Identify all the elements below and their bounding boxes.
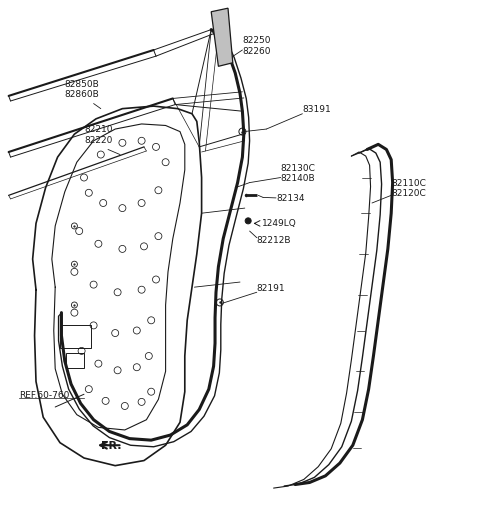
Text: REF.60-760: REF.60-760 (19, 390, 70, 399)
Circle shape (245, 218, 251, 224)
Text: 82210
82220: 82210 82220 (84, 125, 112, 145)
Text: 82850B
82860B: 82850B 82860B (65, 79, 99, 99)
Text: 83191: 83191 (302, 105, 331, 114)
Polygon shape (211, 9, 233, 67)
Text: FR.: FR. (101, 440, 121, 450)
Text: 82130C
82140B: 82130C 82140B (281, 163, 316, 183)
Text: 82212B: 82212B (257, 236, 291, 245)
Text: 82250
82260: 82250 82260 (242, 36, 271, 55)
Bar (66, 354, 84, 368)
Text: 1249LQ: 1249LQ (262, 218, 296, 228)
Text: 82110C
82120C: 82110C 82120C (391, 179, 426, 198)
Text: 82191: 82191 (257, 283, 286, 292)
Bar (60, 326, 91, 349)
Text: 82134: 82134 (276, 194, 304, 203)
